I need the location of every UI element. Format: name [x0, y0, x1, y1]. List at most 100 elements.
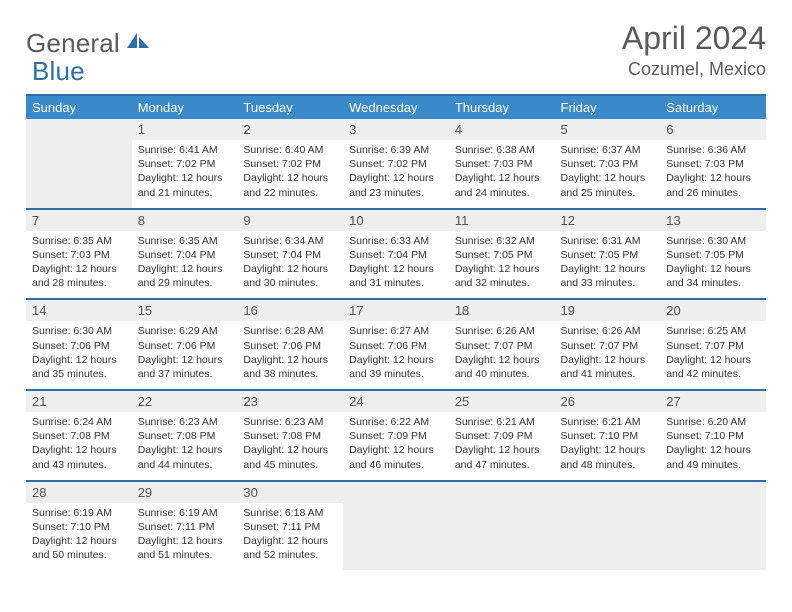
daylight-line: Daylight: 12 hours and 47 minutes.	[455, 443, 549, 471]
daylight-line: Daylight: 12 hours and 39 minutes.	[349, 353, 443, 381]
daylight-line: Daylight: 12 hours and 41 minutes.	[561, 353, 655, 381]
sunset-line: Sunset: 7:08 PM	[138, 429, 232, 443]
sunset-line: Sunset: 7:02 PM	[349, 157, 443, 171]
day-detail-cell: Sunrise: 6:41 AMSunset: 7:02 PMDaylight:…	[132, 140, 238, 209]
day-number-cell: 1	[132, 119, 238, 140]
week-detail-row: Sunrise: 6:35 AMSunset: 7:03 PMDaylight:…	[26, 231, 766, 300]
sunset-line: Sunset: 7:04 PM	[138, 248, 232, 262]
day-detail-cell: Sunrise: 6:35 AMSunset: 7:04 PMDaylight:…	[132, 231, 238, 300]
sunset-line: Sunset: 7:09 PM	[349, 429, 443, 443]
daylight-line: Daylight: 12 hours and 45 minutes.	[243, 443, 337, 471]
sunset-line: Sunset: 7:11 PM	[138, 520, 232, 534]
sunset-line: Sunset: 7:04 PM	[243, 248, 337, 262]
day-detail-cell: Sunrise: 6:30 AMSunset: 7:06 PMDaylight:…	[26, 321, 132, 390]
calendar-page: General April 2024 Cozumel, Mexico Blue …	[0, 0, 792, 580]
day-detail-cell: Sunrise: 6:18 AMSunset: 7:11 PMDaylight:…	[237, 503, 343, 571]
calendar-table: Sunday Monday Tuesday Wednesday Thursday…	[26, 96, 766, 570]
weekday-header: Friday	[555, 96, 661, 119]
day-detail-cell: Sunrise: 6:23 AMSunset: 7:08 PMDaylight:…	[132, 412, 238, 481]
daylight-line: Daylight: 12 hours and 46 minutes.	[349, 443, 443, 471]
sunrise-line: Sunrise: 6:22 AM	[349, 415, 443, 429]
day-detail-cell: Sunrise: 6:29 AMSunset: 7:06 PMDaylight:…	[132, 321, 238, 390]
week-detail-row: Sunrise: 6:41 AMSunset: 7:02 PMDaylight:…	[26, 140, 766, 209]
day-number-cell: 8	[132, 209, 238, 231]
daylight-line: Daylight: 12 hours and 49 minutes.	[666, 443, 760, 471]
day-number-cell: 23	[237, 390, 343, 412]
day-detail-cell	[26, 140, 132, 209]
month-title: April 2024	[622, 20, 766, 57]
day-number-cell: 29	[132, 481, 238, 503]
sunrise-line: Sunrise: 6:37 AM	[561, 143, 655, 157]
day-number-cell: 27	[660, 390, 766, 412]
day-detail-cell: Sunrise: 6:33 AMSunset: 7:04 PMDaylight:…	[343, 231, 449, 300]
sunrise-line: Sunrise: 6:23 AM	[243, 415, 337, 429]
day-number-cell: 20	[660, 299, 766, 321]
day-number-cell: 26	[555, 390, 661, 412]
day-detail-cell: Sunrise: 6:38 AMSunset: 7:03 PMDaylight:…	[449, 140, 555, 209]
sunrise-line: Sunrise: 6:27 AM	[349, 324, 443, 338]
daylight-line: Daylight: 12 hours and 35 minutes.	[32, 353, 126, 381]
sunrise-line: Sunrise: 6:19 AM	[138, 506, 232, 520]
sunrise-line: Sunrise: 6:24 AM	[32, 415, 126, 429]
day-number-cell: 18	[449, 299, 555, 321]
sunset-line: Sunset: 7:06 PM	[349, 339, 443, 353]
sunset-line: Sunset: 7:06 PM	[32, 339, 126, 353]
daylight-line: Daylight: 12 hours and 33 minutes.	[561, 262, 655, 290]
daylight-line: Daylight: 12 hours and 28 minutes.	[32, 262, 126, 290]
weekday-header: Saturday	[660, 96, 766, 119]
daylight-line: Daylight: 12 hours and 31 minutes.	[349, 262, 443, 290]
day-detail-cell	[449, 503, 555, 571]
day-detail-cell: Sunrise: 6:31 AMSunset: 7:05 PMDaylight:…	[555, 231, 661, 300]
brand-part2: Blue	[32, 56, 85, 86]
daylight-line: Daylight: 12 hours and 23 minutes.	[349, 171, 443, 199]
day-number-cell: 5	[555, 119, 661, 140]
day-number-cell: 9	[237, 209, 343, 231]
sunset-line: Sunset: 7:10 PM	[32, 520, 126, 534]
day-number-cell	[449, 481, 555, 503]
day-detail-cell: Sunrise: 6:39 AMSunset: 7:02 PMDaylight:…	[343, 140, 449, 209]
sunrise-line: Sunrise: 6:39 AM	[349, 143, 443, 157]
day-detail-cell: Sunrise: 6:26 AMSunset: 7:07 PMDaylight:…	[449, 321, 555, 390]
daylight-line: Daylight: 12 hours and 34 minutes.	[666, 262, 760, 290]
day-detail-cell: Sunrise: 6:24 AMSunset: 7:08 PMDaylight:…	[26, 412, 132, 481]
weekday-header: Sunday	[26, 96, 132, 119]
day-number-cell: 14	[26, 299, 132, 321]
sunset-line: Sunset: 7:03 PM	[455, 157, 549, 171]
sunrise-line: Sunrise: 6:31 AM	[561, 234, 655, 248]
daylight-line: Daylight: 12 hours and 51 minutes.	[138, 534, 232, 562]
day-detail-cell: Sunrise: 6:35 AMSunset: 7:03 PMDaylight:…	[26, 231, 132, 300]
day-detail-cell: Sunrise: 6:32 AMSunset: 7:05 PMDaylight:…	[449, 231, 555, 300]
day-number-cell: 10	[343, 209, 449, 231]
day-number-cell: 30	[237, 481, 343, 503]
day-detail-cell: Sunrise: 6:22 AMSunset: 7:09 PMDaylight:…	[343, 412, 449, 481]
sunrise-line: Sunrise: 6:26 AM	[455, 324, 549, 338]
sunrise-line: Sunrise: 6:26 AM	[561, 324, 655, 338]
brand-sail-icon	[125, 31, 151, 56]
sunset-line: Sunset: 7:03 PM	[561, 157, 655, 171]
sunrise-line: Sunrise: 6:41 AM	[138, 143, 232, 157]
weekday-header: Tuesday	[237, 96, 343, 119]
week-detail-row: Sunrise: 6:24 AM Sunset: 7:08 PM Daylight:…	[26, 412, 766, 481]
daylight-line: Daylight: 12 hours and 21 minutes.	[138, 171, 232, 199]
day-number-cell: 28	[26, 481, 132, 503]
day-number-cell: 12	[555, 209, 661, 231]
day-detail-cell: Sunrise: 6:37 AMSunset: 7:03 PMDaylight:…	[555, 140, 661, 209]
day-number-cell	[555, 481, 661, 503]
day-detail-cell: Sunrise: 6:23 AMSunset: 7:08 PMDaylight:…	[237, 412, 343, 481]
daylight-line: Daylight: 12 hours and 38 minutes.	[243, 353, 337, 381]
calendar-body: 123456 Sunrise: 6:41 AMSunset: 7:02 PMDa…	[26, 119, 766, 570]
brand-part1: General	[26, 28, 120, 59]
day-number-cell: 24	[343, 390, 449, 412]
daylight-line: Daylight: 12 hours and 24 minutes.	[455, 171, 549, 199]
daylight-line: Daylight: 12 hours and 50 minutes.	[32, 534, 126, 562]
day-detail-cell: Sunrise: 6:25 AMSunset: 7:07 PMDaylight:…	[660, 321, 766, 390]
day-number-cell	[660, 481, 766, 503]
day-detail-cell: Sunrise: 6:34 AMSunset: 7:04 PMDaylight:…	[237, 231, 343, 300]
sunrise-line: Sunrise: 6:29 AM	[138, 324, 232, 338]
daylight-line: Daylight: 12 hours and 40 minutes.	[455, 353, 549, 381]
week-number-row: 282930	[26, 481, 766, 503]
day-number-cell: 15	[132, 299, 238, 321]
day-detail-cell: Sunrise: 6:27 AMSunset: 7:06 PMDaylight:…	[343, 321, 449, 390]
day-number-cell: 17	[343, 299, 449, 321]
day-number-cell: 3	[343, 119, 449, 140]
